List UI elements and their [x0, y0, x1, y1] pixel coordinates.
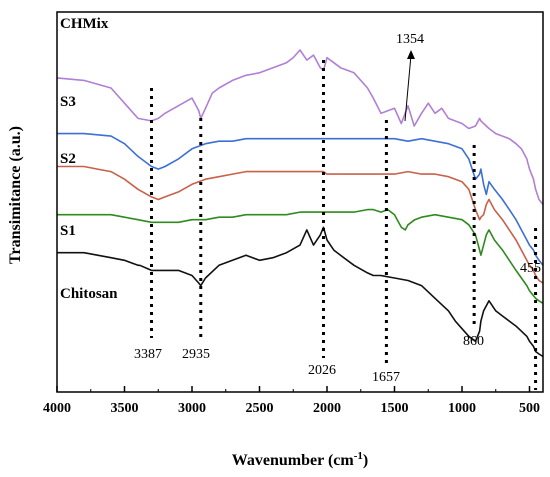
x-tick-label: 1000 [448, 401, 476, 416]
peak-label-455: 455 [520, 261, 541, 276]
series-label-s3: S3 [60, 94, 76, 110]
series-line-s2 [57, 165, 544, 284]
x-tick-label: 4000 [43, 401, 71, 416]
x-axis-ticks [56, 386, 531, 392]
plot-frame [56, 11, 544, 393]
series-label-s1: S1 [60, 223, 76, 239]
x-tick-label: 2500 [246, 401, 274, 416]
series-label-chitosan: Chitosan [60, 286, 118, 302]
peak-label-2935: 2935 [182, 347, 210, 362]
series-line-chmix [56, 49, 544, 205]
x-tick-label: 500 [519, 401, 540, 416]
series-label-s2: S2 [60, 151, 76, 167]
x-tick-label: 3500 [111, 401, 139, 416]
series-line-s1 [57, 208, 544, 304]
x-axis-tick-labels: 4000 3500 3000 2500 2000 1500 1000 500 [43, 401, 540, 416]
peak-label-1657: 1657 [372, 370, 400, 385]
peak-label-3387: 3387 [134, 347, 162, 362]
series-layer [56, 49, 544, 358]
series-label-chmix: CHMix [60, 16, 109, 32]
x-tick-label: 2000 [313, 401, 341, 416]
arrow-1354 [404, 50, 415, 122]
peak-guides [150, 60, 538, 390]
peak-label-860: 860 [463, 334, 484, 349]
series-line-s3 [57, 132, 544, 266]
x-axis-title: Wavenumber (cm-1) [232, 450, 368, 469]
series-line-chitosan [57, 226, 544, 358]
y-axis-title: Transimitance (a.u.) [7, 126, 24, 264]
peak-label-1354: 1354 [396, 32, 424, 47]
x-tick-label: 3000 [178, 401, 206, 416]
peak-label-2026: 2026 [308, 363, 336, 378]
x-tick-label: 1500 [381, 401, 409, 416]
